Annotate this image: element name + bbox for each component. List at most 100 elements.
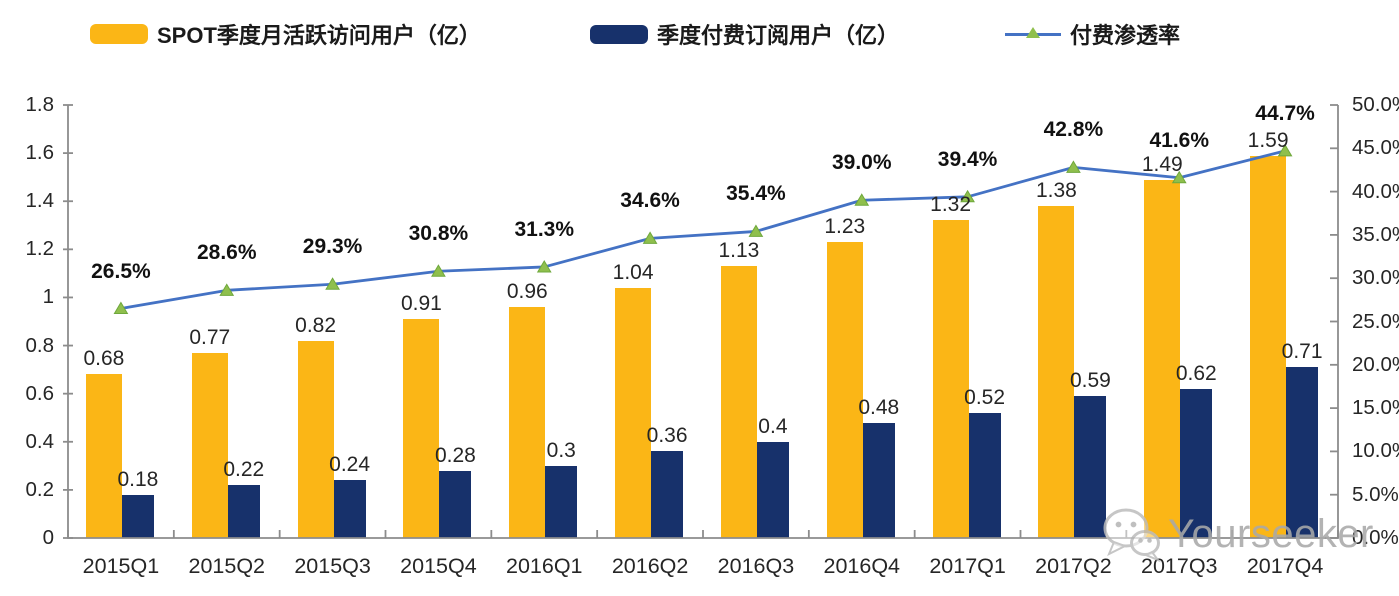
penetration-rate-label: 30.8% bbox=[408, 222, 469, 246]
bar-mau bbox=[191, 352, 228, 538]
bar-value-label-subscribers: 0.71 bbox=[1281, 340, 1323, 364]
bar-value-label-mau: 1.59 bbox=[1247, 128, 1289, 152]
category-label: 2016Q3 bbox=[717, 554, 795, 578]
right-axis-tick-label: 25.0% bbox=[1352, 309, 1399, 333]
line-marker-triangle bbox=[748, 224, 764, 237]
category-label: 2016Q2 bbox=[611, 554, 689, 578]
penetration-rate-label: 34.6% bbox=[620, 189, 680, 213]
bar-value-label-subscribers: 0.52 bbox=[964, 385, 1006, 409]
bar-subscribers bbox=[1180, 388, 1213, 538]
bar-value-label-mau: 0.82 bbox=[295, 313, 337, 337]
left-axis-tick-label: 0.4 bbox=[25, 429, 55, 453]
bar-subscribers bbox=[862, 422, 895, 538]
bar-value-label-subscribers: 0.28 bbox=[434, 443, 476, 467]
category-label: 2015Q2 bbox=[188, 554, 266, 578]
bar-value-label-mau: 0.68 bbox=[83, 347, 125, 371]
penetration-rate-label: 28.6% bbox=[196, 241, 257, 265]
bar-value-label-subscribers: 0.4 bbox=[758, 414, 788, 438]
penetration-rate-label: 29.3% bbox=[302, 235, 363, 259]
bar-subscribers bbox=[439, 470, 472, 538]
bar-mau bbox=[932, 220, 969, 538]
bar-mau bbox=[85, 374, 122, 538]
category-label: 2015Q3 bbox=[294, 554, 371, 578]
bar-subscribers bbox=[545, 465, 578, 538]
left-axis-tick-label: 1.2 bbox=[25, 237, 55, 261]
penetration-rate-label: 31.3% bbox=[514, 217, 575, 241]
legend-swatch-subscribers-bar bbox=[590, 24, 648, 44]
bar-value-label-mau: 1.13 bbox=[718, 239, 760, 263]
legend-label-subscribers: 季度付费订阅用户（亿） bbox=[657, 23, 900, 48]
legend-item-mau: SPOT季度月活跃访问用户（亿） bbox=[90, 18, 481, 50]
left-axis-tick-label: 1.4 bbox=[25, 189, 55, 213]
left-axis-tick-label: 1.8 bbox=[25, 93, 55, 116]
bar-value-label-mau: 1.23 bbox=[824, 215, 866, 239]
legend-swatch-penetration-line bbox=[1005, 26, 1061, 42]
penetration-rate-label: 26.5% bbox=[91, 259, 151, 283]
left-axis-tick-label: 0 bbox=[42, 526, 54, 549]
right-axis-tick-label: 35.0% bbox=[1352, 222, 1399, 246]
bar-subscribers bbox=[756, 441, 789, 538]
bar-value-label-subscribers: 0.24 bbox=[329, 453, 371, 477]
legend-label-penetration: 付费渗透率 bbox=[1070, 23, 1181, 48]
category-label: 2016Q4 bbox=[823, 554, 901, 578]
bar-mau bbox=[403, 319, 440, 538]
left-axis-tick-label: 0.6 bbox=[25, 381, 55, 405]
legend-item-penetration: 付费渗透率 bbox=[1005, 18, 1180, 50]
right-axis-tick-label: 50.0% bbox=[1352, 93, 1399, 116]
triangle-marker-icon bbox=[1026, 27, 1040, 38]
bar-subscribers bbox=[968, 412, 1001, 538]
right-axis-tick-label: 10.0% bbox=[1352, 439, 1399, 463]
right-axis-tick-label: 20.0% bbox=[1352, 352, 1399, 376]
bar-value-label-mau: 0.96 bbox=[506, 280, 548, 304]
line-marker-triangle bbox=[536, 259, 552, 273]
bar-subscribers bbox=[1286, 367, 1319, 538]
legend-item-subscribers: 季度付费订阅用户（亿） bbox=[590, 18, 899, 50]
category-label: 2016Q1 bbox=[505, 554, 583, 578]
line-marker-triangle bbox=[219, 283, 235, 296]
left-axis-tick-label: 1 bbox=[42, 285, 54, 309]
bar-value-label-subscribers: 0.48 bbox=[858, 395, 900, 419]
legend-swatch-mau-bar bbox=[90, 24, 148, 44]
line-marker-triangle bbox=[325, 277, 340, 290]
right-axis-tick-label: 40.0% bbox=[1352, 179, 1399, 203]
bar-value-label-subscribers: 0.59 bbox=[1069, 369, 1111, 393]
category-label: 2015Q1 bbox=[82, 554, 160, 578]
left-axis-tick-label: 0.2 bbox=[25, 477, 55, 501]
bar-mau bbox=[826, 242, 863, 538]
left-axis-tick-label: 1.6 bbox=[25, 141, 55, 165]
bar-mau bbox=[720, 266, 757, 538]
penetration-rate-label: 44.7% bbox=[1255, 101, 1315, 125]
line-marker-triangle bbox=[431, 264, 446, 277]
right-axis-tick-label: 0.0% bbox=[1352, 526, 1399, 549]
legend-label-mau: SPOT季度月活跃访问用户（亿） bbox=[157, 23, 481, 48]
category-label: 2017Q4 bbox=[1246, 554, 1324, 578]
right-axis-tick-label: 45.0% bbox=[1352, 136, 1399, 160]
category-label: 2017Q3 bbox=[1140, 554, 1218, 578]
right-axis-tick-label: 15.0% bbox=[1352, 396, 1399, 420]
category-label: 2015Q4 bbox=[400, 554, 477, 578]
penetration-rate-line bbox=[120, 149, 1286, 310]
bar-value-label-subscribers: 0.18 bbox=[117, 467, 159, 491]
right-axis-tick-label: 5.0% bbox=[1352, 482, 1399, 506]
left-axis-tick-label: 0.8 bbox=[25, 333, 55, 357]
category-label: 2017Q2 bbox=[1035, 554, 1112, 578]
bar-value-label-mau: 1.04 bbox=[612, 260, 654, 284]
bar-value-label-mau: 1.49 bbox=[1141, 152, 1183, 176]
line-marker-triangle bbox=[642, 231, 658, 244]
bar-mau bbox=[509, 307, 546, 538]
bar-value-label-subscribers: 0.22 bbox=[223, 458, 265, 482]
bar-subscribers bbox=[333, 480, 366, 538]
penetration-rate-label: 39.4% bbox=[937, 147, 998, 171]
bar-value-label-subscribers: 0.62 bbox=[1175, 361, 1217, 385]
bar-subscribers bbox=[1074, 396, 1107, 538]
penetration-rate-label: 39.0% bbox=[831, 151, 892, 175]
bar-value-label-subscribers: 0.3 bbox=[546, 438, 576, 462]
bar-value-label-mau: 1.38 bbox=[1035, 179, 1077, 203]
bar-subscribers bbox=[651, 451, 684, 538]
category-label: 2017Q1 bbox=[929, 554, 1006, 578]
bar-subscribers bbox=[227, 485, 260, 538]
bar-value-label-subscribers: 0.36 bbox=[646, 424, 688, 448]
line-marker-triangle bbox=[113, 301, 129, 315]
